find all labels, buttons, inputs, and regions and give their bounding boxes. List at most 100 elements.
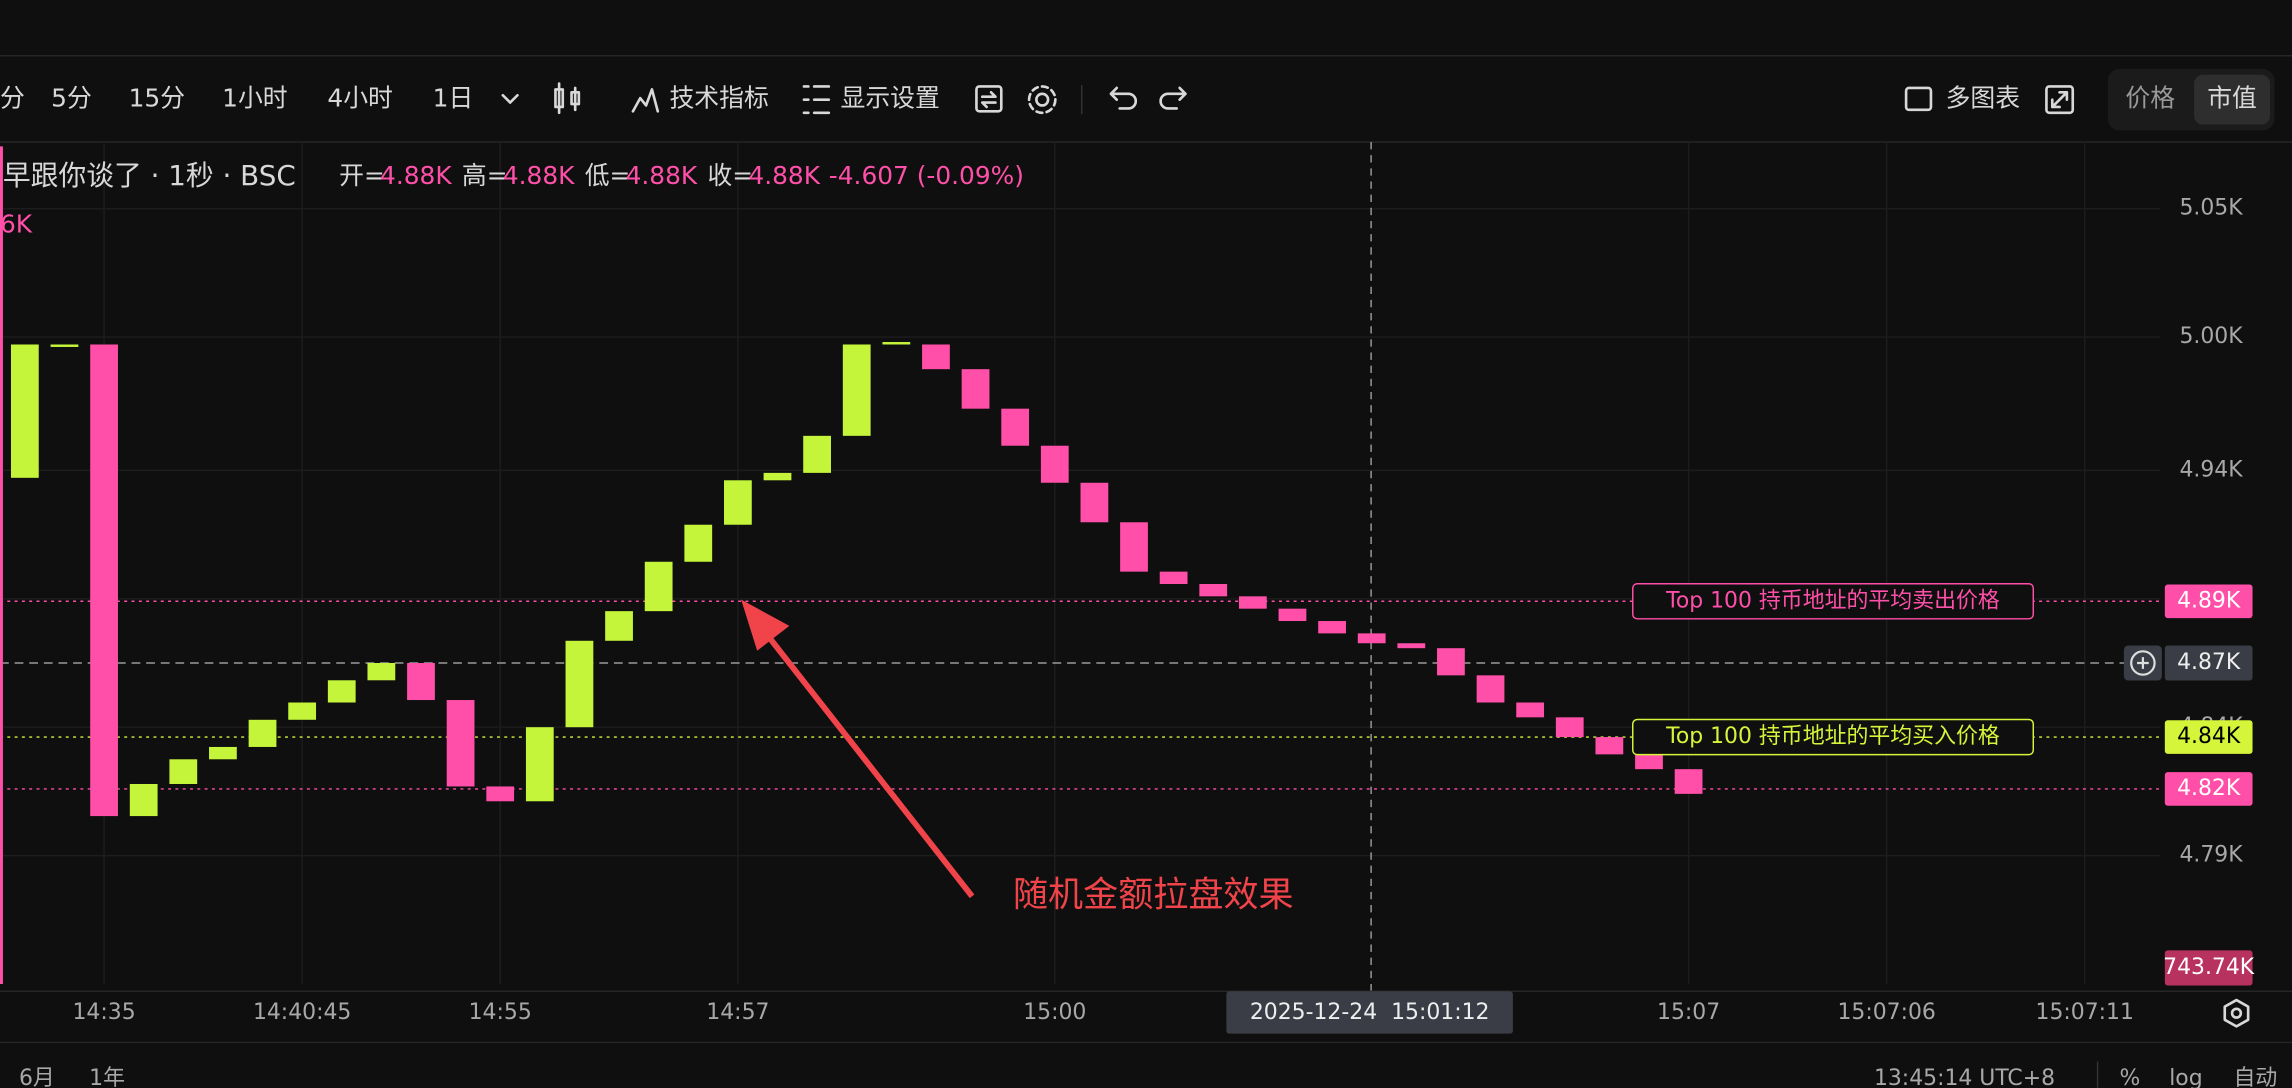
- dropdown-icon[interactable]: [501, 93, 519, 104]
- x-tick-label: 14:57: [706, 1000, 769, 1025]
- candle: [209, 746, 237, 760]
- y-tick-label: 5.05K: [2179, 196, 2243, 221]
- candle: [1357, 633, 1386, 644]
- range-button[interactable]: 1年: [89, 1066, 125, 1088]
- log-toggle[interactable]: log: [2169, 1066, 2202, 1088]
- candle: [1674, 769, 1703, 794]
- candle: [1199, 583, 1228, 597]
- candle: [129, 783, 158, 817]
- gear-icon[interactable]: [1027, 85, 1057, 115]
- crosshair-add-icon: [2137, 657, 2149, 669]
- candles: [10, 342, 1703, 817]
- candle: [605, 611, 633, 641]
- price-badge-label: 4.82K: [2177, 776, 2241, 801]
- candle: [407, 663, 435, 701]
- undo-icon[interactable]: [1109, 86, 1138, 110]
- volume-badge: [2164, 950, 2253, 986]
- crosshair-badge: [2164, 645, 2253, 681]
- y-tick-label: 5.00K: [2179, 324, 2243, 349]
- candle: [565, 640, 594, 728]
- display-settings-button[interactable]: 显示设置: [840, 84, 939, 113]
- redo-icon[interactable]: [1159, 86, 1187, 110]
- annotation: 随机金额拉盘效果: [1013, 874, 1294, 915]
- price-badge: [2164, 772, 2253, 806]
- price-line-name: Top 100 持币地址的平均卖出价格: [1665, 588, 2000, 613]
- interval[interactable]: 分: [0, 84, 25, 113]
- multi-chart-checkbox[interactable]: [1904, 86, 1933, 112]
- interval[interactable]: 1小时: [222, 84, 287, 113]
- candle: [50, 344, 79, 347]
- candle: [288, 702, 317, 720]
- candle: [763, 472, 792, 481]
- legend-label: 低=: [585, 161, 631, 190]
- candle: [1595, 737, 1624, 755]
- price-badge: [2164, 720, 2253, 754]
- indicator-icon[interactable]: [631, 88, 660, 113]
- candle: [10, 344, 39, 478]
- legend-value: 4.88K: [626, 161, 698, 190]
- annotation-arrow: [741, 599, 975, 899]
- candle: [248, 719, 277, 747]
- volume-label: 743.74K: [2163, 955, 2255, 980]
- percent-toggle[interactable]: %: [2120, 1066, 2141, 1088]
- price-badge: [2164, 584, 2253, 619]
- interval[interactable]: 5分: [51, 84, 92, 113]
- candle: [1516, 702, 1545, 718]
- candle: [367, 663, 396, 681]
- indicators-button[interactable]: 技术指标: [669, 84, 768, 113]
- candle: [486, 786, 515, 802]
- x-tick-label: 14:40:45: [253, 1000, 351, 1025]
- crosshair-value: 4.87K: [2177, 650, 2241, 675]
- candle: [1397, 643, 1426, 649]
- candle: [1120, 522, 1148, 572]
- y-tick-label: 4.79K: [2179, 843, 2243, 868]
- legend-change: -4.607 (-0.09%): [829, 161, 1024, 190]
- fullscreen-icon[interactable]: [2045, 85, 2075, 115]
- candle: [525, 727, 554, 802]
- legend-label: 高=: [462, 161, 508, 190]
- candle: [644, 561, 673, 612]
- toggle-selected: [2194, 74, 2271, 125]
- chart-type-icon[interactable]: [554, 82, 581, 115]
- legend-label: 收=: [707, 161, 753, 190]
- interval[interactable]: 4小时: [327, 84, 392, 113]
- candle: [1001, 408, 1030, 446]
- axis-settings-icon[interactable]: [2223, 998, 2250, 1028]
- candle: [961, 369, 990, 409]
- candle: [882, 342, 911, 345]
- candle: [1040, 445, 1069, 483]
- price-line-name: Top 100 持币地址的平均买入价格: [1665, 724, 2000, 749]
- candle: [446, 700, 475, 787]
- replay-icon[interactable]: [975, 85, 1003, 113]
- interval[interactable]: 15分: [129, 84, 185, 113]
- candle: [803, 435, 831, 473]
- candle: [1080, 482, 1109, 523]
- legend-value: 4.88K: [380, 161, 452, 190]
- auto-toggle[interactable]: 自动: [2234, 1066, 2278, 1088]
- candle: [922, 344, 950, 370]
- toggle-option[interactable]: 价格: [2125, 84, 2175, 113]
- multi-chart-button[interactable]: 多图表: [1946, 84, 2021, 113]
- interval[interactable]: 1日: [433, 84, 474, 113]
- legend-value: 4.88K: [748, 161, 820, 190]
- x-tick-label: 15:00: [1023, 1000, 1086, 1025]
- price-badge-label: 4.89K: [2177, 588, 2241, 613]
- price-line-tag: [1632, 583, 2035, 620]
- legend-label: 开=: [339, 161, 385, 190]
- candle: [1159, 571, 1188, 584]
- candle: [1555, 717, 1584, 738]
- price-badge-label: 4.84K: [2177, 724, 2241, 749]
- candle: [723, 480, 752, 525]
- legend-value: 4.88K: [503, 161, 575, 190]
- candle: [327, 680, 356, 703]
- range-button[interactable]: 6月: [19, 1066, 55, 1088]
- crosshair-time-box: [1226, 991, 1513, 1034]
- candle: [1635, 754, 1663, 770]
- settings-list-icon[interactable]: [802, 85, 831, 115]
- x-tick-label: 14:55: [469, 1000, 532, 1025]
- candle: [90, 344, 118, 817]
- toggle-option[interactable]: 市值: [2207, 84, 2257, 113]
- candle: [684, 524, 713, 562]
